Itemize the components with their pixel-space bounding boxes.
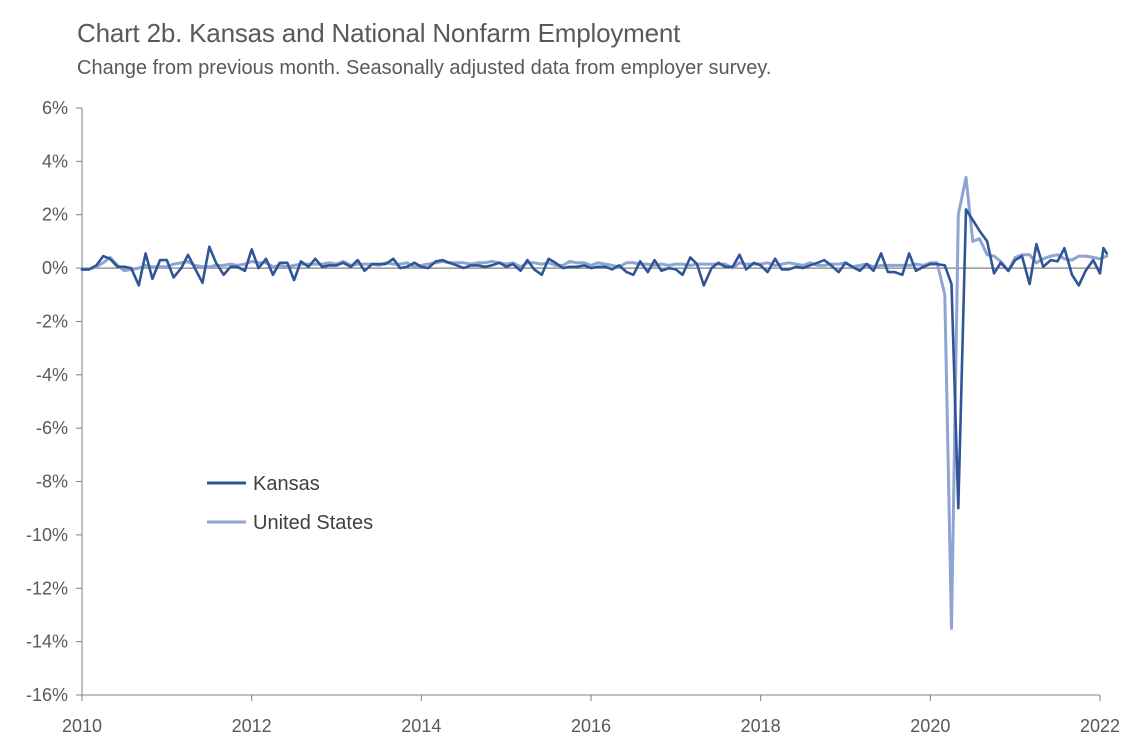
legend-label-kansas: Kansas: [253, 473, 320, 495]
y-tick-label: -8%: [36, 472, 68, 492]
x-tick-label: 2010: [62, 716, 102, 736]
chart-series: [80, 175, 1109, 630]
chart-axes: 6% 4% 2% 0% -2% -4% -6% -8% -10% -12% -14% -16% 2010…: [26, 98, 1120, 736]
y-tick-label: -10%: [26, 525, 68, 545]
chart-legend: Kansas United States: [207, 473, 373, 534]
y-tick-label: -2%: [36, 311, 68, 331]
y-tick-label: 6%: [42, 98, 68, 118]
x-tick-label: 2020: [910, 716, 950, 736]
x-tick-label: 2012: [232, 716, 272, 736]
chart-subtitle: Change from previous month. Seasonally a…: [77, 57, 772, 79]
series-line-kansas: [80, 208, 1109, 510]
y-tick-label: 2%: [42, 205, 68, 225]
chart-title: Chart 2b. Kansas and National Nonfarm Em…: [77, 18, 681, 48]
x-tick-label: 2016: [571, 716, 611, 736]
y-tick-label: 0%: [42, 258, 68, 278]
series-line-united-states: [80, 175, 1109, 630]
legend-label-united-states: United States: [253, 512, 373, 534]
y-tick-label: -4%: [36, 365, 68, 385]
x-tick-label: 2014: [401, 716, 441, 736]
y-tick-label: -14%: [26, 632, 68, 652]
x-tick-label: 2018: [741, 716, 781, 736]
x-tick-label: 2022: [1080, 716, 1120, 736]
y-tick-label: -6%: [36, 418, 68, 438]
y-tick-label: -16%: [26, 685, 68, 705]
y-tick-label: -12%: [26, 578, 68, 598]
y-tick-label: 4%: [42, 151, 68, 171]
